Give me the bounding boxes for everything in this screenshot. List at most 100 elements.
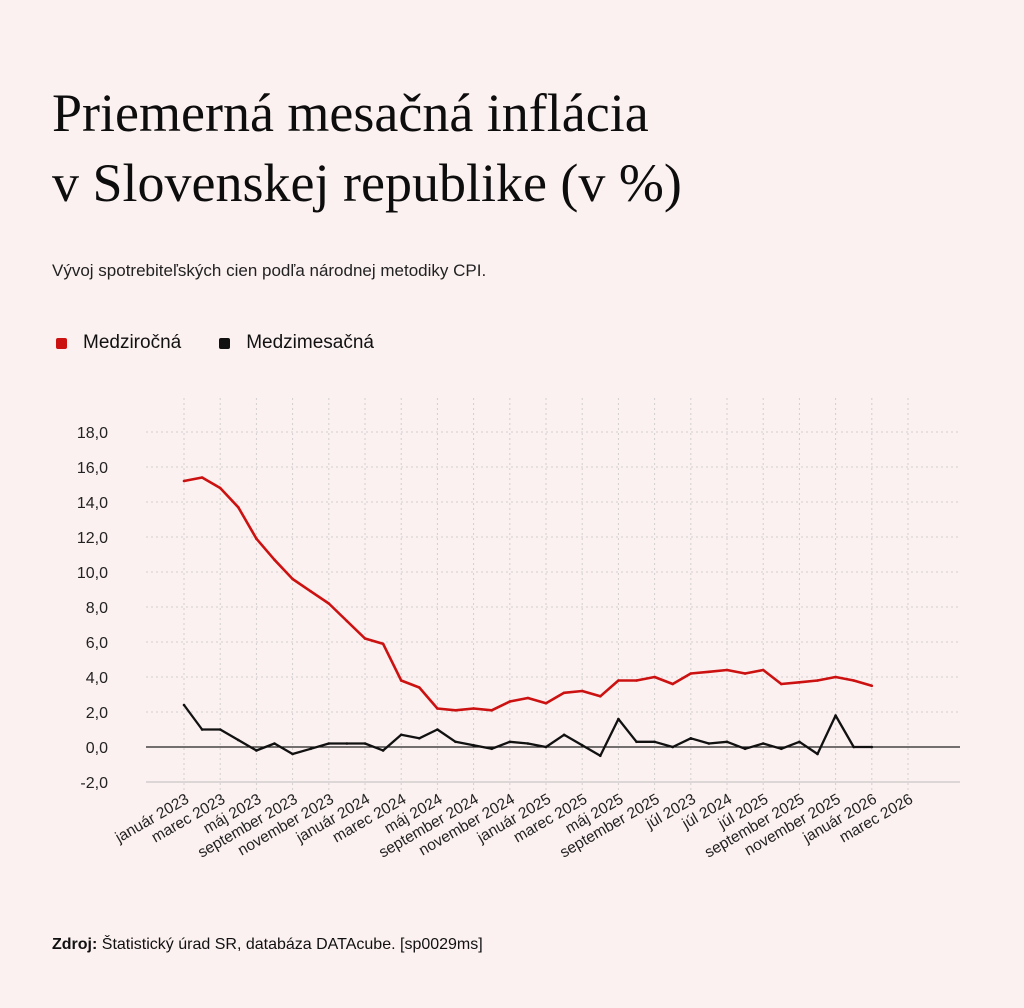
y-tick-label: 0,0 [86,740,108,757]
data-point-mom [635,740,638,744]
data-point-yoy [345,619,349,623]
data-point-mom [653,740,656,744]
legend-swatch-yoy [56,337,67,349]
data-point-yoy [816,679,819,682]
legend-swatch-mom [219,337,231,349]
data-point-mom [200,728,204,731]
data-point-mom [689,737,693,740]
data-point-mom [834,714,837,717]
data-point-yoy [490,709,494,712]
legend-label-mom: Medzimesačná [246,332,374,353]
y-tick-label: -2,0 [80,775,108,792]
data-point-mom [870,745,874,749]
y-tick-label: 2,0 [86,705,108,722]
chart-subtitle: Vývoj spotrebiteľských cien podľa národn… [52,261,487,280]
data-point-mom [418,737,421,740]
data-point-mom [472,744,475,747]
data-point-yoy [200,476,204,479]
data-point-mom [761,742,765,745]
data-point-mom [381,749,385,752]
legend-item-yoy: Medziročná [56,332,181,354]
data-point-mom [436,728,439,731]
data-point-mom [617,717,620,721]
chart-title-line-2: v Slovenskej republike (v %) [52,153,682,213]
data-point-mom [363,742,367,745]
data-point-mom [526,742,530,745]
data-point-yoy [689,672,693,675]
data-point-yoy [218,486,222,490]
data-point-yoy [852,679,855,682]
y-tick-label: 8,0 [86,600,108,617]
y-tick-label: 16,0 [77,460,108,477]
y-tick-label: 18,0 [77,425,108,442]
data-point-yoy [309,590,313,593]
y-tick-label: 12,0 [77,530,108,547]
data-point-mom [508,740,512,744]
data-point-mom [273,742,276,745]
data-point-mom [345,742,349,745]
data-point-mom [291,752,294,756]
data-point-mom [852,745,855,749]
data-point-yoy [399,679,403,682]
data-point-yoy [761,668,765,672]
data-point-mom [218,728,222,731]
chart-title: Priemerná mesačná inflácia v Slovenskej … [52,78,992,218]
data-point-yoy [363,637,367,640]
y-tick-label: 4,0 [86,670,108,687]
data-point-mom [562,733,566,737]
data-point-mom [599,754,602,758]
data-point-yoy [743,672,747,675]
data-point-mom [580,744,584,747]
data-point-yoy [834,675,837,679]
data-point-mom [309,747,313,751]
data-point-yoy [617,679,620,682]
data-point-mom [798,740,801,744]
data-point-yoy [707,670,711,674]
data-point-mom [816,752,819,756]
data-point-yoy [780,682,783,686]
data-point-yoy [182,479,186,483]
data-point-mom [671,745,674,749]
data-point-mom [255,749,258,752]
data-point-yoy [327,602,331,605]
data-point-mom [327,742,331,745]
data-point-yoy [526,696,530,700]
data-point-yoy [870,684,874,688]
y-tick-label: 10,0 [77,565,108,582]
data-point-mom [237,738,240,742]
data-point-yoy [291,577,294,581]
series-line-mom [183,704,872,757]
data-point-yoy [653,675,656,679]
data-point-mom [182,703,186,707]
source-note: Zdroj: Štatistický úrad SR, databáza DAT… [52,936,483,954]
data-point-mom [490,747,494,751]
data-point-mom [399,733,403,737]
data-point-yoy [418,686,421,689]
data-point-mom [454,740,457,744]
line-chart: -2,00,02,04,06,08,010,012,014,016,018,0j… [77,398,960,861]
data-point-mom [707,742,711,745]
data-point-yoy [562,691,566,695]
y-tick-label: 14,0 [77,495,108,512]
data-point-mom [743,747,747,751]
data-point-yoy [472,707,475,710]
chart-legend: Medziročná Medzimesačná [56,332,412,354]
legend-label-yoy: Medziročná [83,332,182,353]
legend-item-mom: Medzimesačná [219,332,374,354]
data-point-yoy [635,679,638,682]
data-point-yoy [255,537,258,540]
source-text: Štatistický úrad SR, databáza DATAcube. … [101,936,483,953]
data-point-yoy [508,700,512,703]
y-tick-label: 6,0 [86,635,108,652]
data-point-yoy [381,642,385,646]
data-point-yoy [580,689,584,693]
series-line-yoy [183,476,873,712]
data-point-yoy [237,506,240,509]
data-point-yoy [798,681,801,684]
data-point-yoy [725,668,729,672]
data-point-mom [725,740,729,744]
data-point-yoy [599,695,602,698]
chart-title-line-1: Priemerná mesačná inflácia [52,83,649,143]
source-label: Zdroj: [52,936,98,953]
data-point-yoy [436,707,439,710]
